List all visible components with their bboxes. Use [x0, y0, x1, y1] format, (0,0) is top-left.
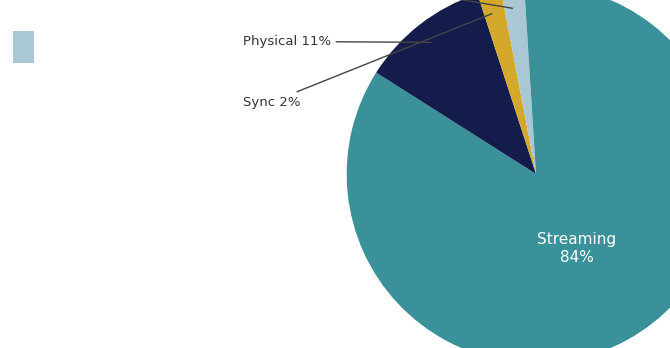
Wedge shape — [500, 0, 536, 174]
Text: Streaming
84%: Streaming 84% — [537, 232, 616, 265]
Wedge shape — [346, 0, 670, 348]
Text: Physical 11%: Physical 11% — [243, 35, 431, 48]
Text: Digital Downloads 2%: Digital Downloads 2% — [243, 0, 513, 8]
Wedge shape — [524, 0, 536, 174]
Wedge shape — [376, 0, 536, 174]
Text: Sync 2%: Sync 2% — [243, 14, 492, 109]
Wedge shape — [478, 0, 536, 174]
